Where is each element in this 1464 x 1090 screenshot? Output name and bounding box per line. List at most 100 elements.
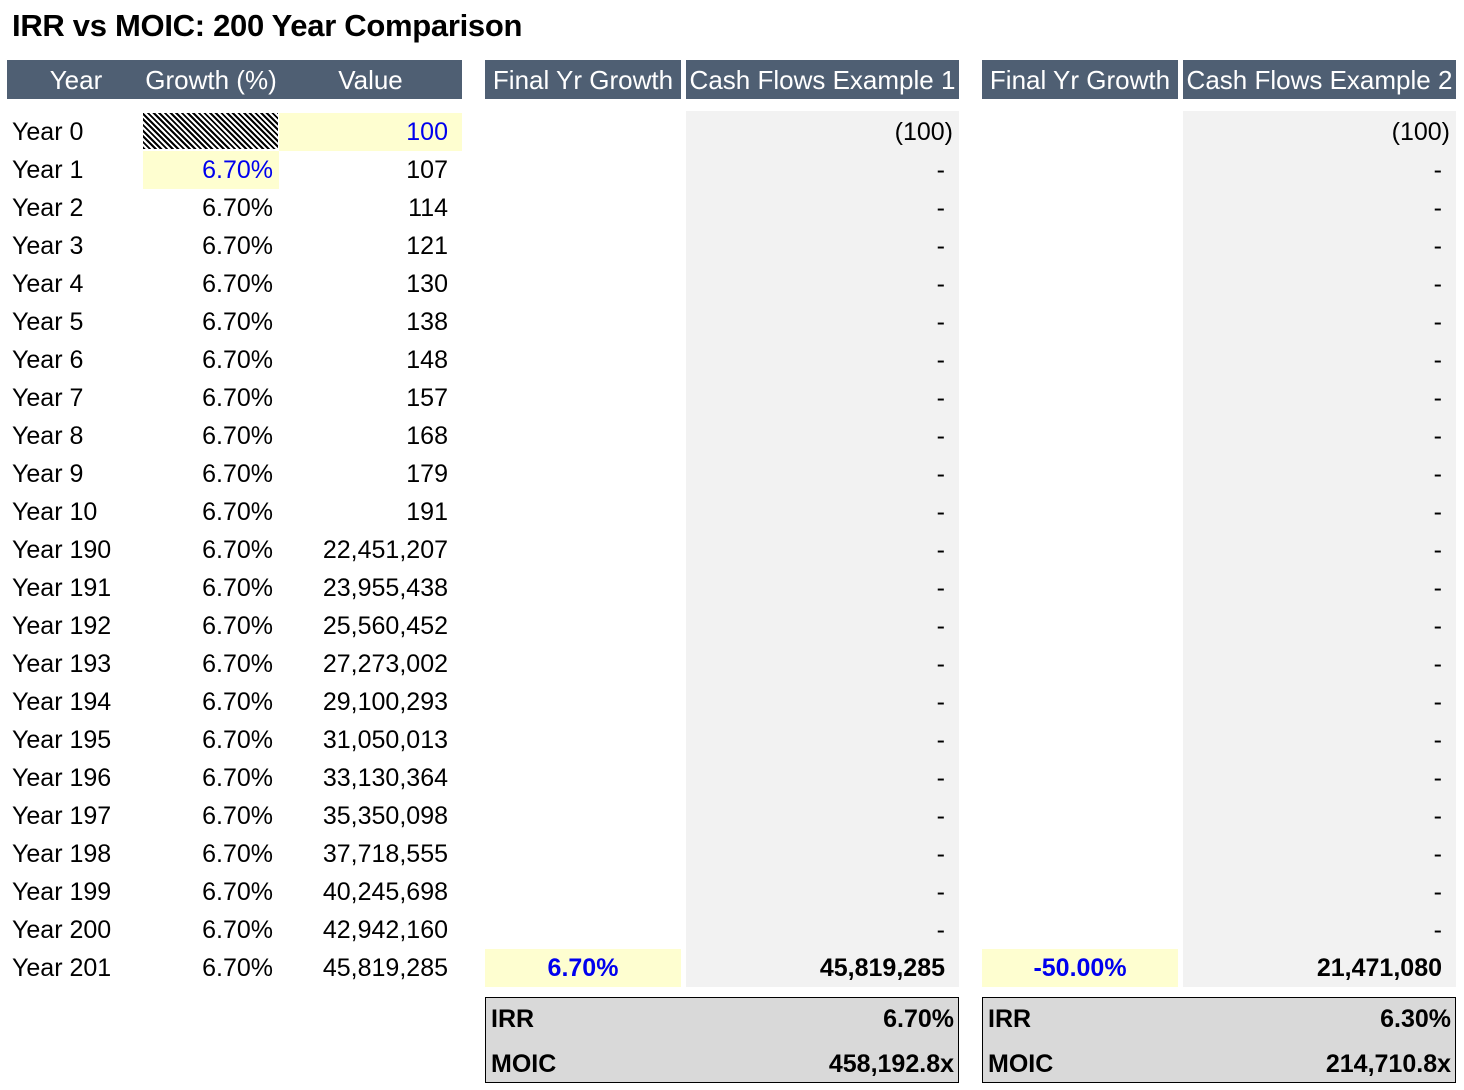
value-cell[interactable]: 148 bbox=[406, 346, 448, 374]
cash-flow-1-cell[interactable]: - bbox=[936, 840, 945, 868]
year-cell[interactable]: Year 196 bbox=[12, 764, 112, 792]
cash-flow-1-cell[interactable]: - bbox=[936, 270, 945, 298]
value-cell[interactable]: 114 bbox=[408, 194, 448, 222]
cash-flow-1-cell[interactable]: - bbox=[936, 384, 945, 412]
growth-cell[interactable]: 6.70% bbox=[143, 151, 279, 189]
col-header-year[interactable]: Year bbox=[49, 65, 103, 95]
cash-flow-1-cell[interactable]: - bbox=[936, 308, 945, 336]
cash-flow-1-cell[interactable]: - bbox=[936, 726, 945, 754]
growth-cell[interactable]: 6.70% bbox=[202, 574, 273, 602]
value-cell[interactable]: 191 bbox=[406, 498, 448, 526]
cash-flow-2-cell[interactable]: - bbox=[1433, 650, 1442, 678]
growth-cell[interactable]: 6.70% bbox=[202, 726, 273, 754]
growth-cell[interactable]: 6.70% bbox=[202, 536, 273, 564]
year-cell[interactable]: Year 5 bbox=[12, 308, 84, 336]
value-cell[interactable]: 42,942,160 bbox=[322, 916, 448, 944]
cash-flow-1-cell[interactable]: - bbox=[936, 574, 945, 602]
growth-cell[interactable]: 6.70% bbox=[202, 270, 273, 298]
cash-flow-2-cell[interactable]: 21,471,080 bbox=[1316, 954, 1442, 982]
value-cell[interactable]: 168 bbox=[406, 422, 448, 450]
col-header-growth[interactable]: Growth (%) bbox=[145, 65, 277, 95]
cash-flow-1-cell[interactable]: - bbox=[936, 156, 945, 184]
irr-value[interactable]: 6.70% bbox=[883, 1005, 954, 1033]
cash-flow-2-cell[interactable]: - bbox=[1433, 156, 1442, 184]
value-cell[interactable]: 40,245,698 bbox=[322, 878, 448, 906]
year-cell[interactable]: Year 197 bbox=[12, 802, 112, 830]
cash-flow-2-cell[interactable]: - bbox=[1433, 346, 1442, 374]
year-cell[interactable]: Year 4 bbox=[12, 270, 84, 298]
value-cell[interactable]: 33,130,364 bbox=[322, 764, 448, 792]
col-header-cash-flows-2[interactable]: Cash Flows Example 2 bbox=[1183, 60, 1456, 99]
cash-flow-2-cell[interactable]: - bbox=[1433, 612, 1442, 640]
cash-flow-1-cell[interactable]: - bbox=[936, 460, 945, 488]
cash-flow-2-cell[interactable]: - bbox=[1433, 384, 1442, 412]
growth-cell[interactable]: 6.70% bbox=[202, 802, 273, 830]
year-cell[interactable]: Year 192 bbox=[12, 612, 112, 640]
year-cell[interactable]: Year 7 bbox=[12, 384, 84, 412]
year-cell[interactable]: Year 194 bbox=[12, 688, 112, 716]
value-cell[interactable]: 100 bbox=[279, 113, 462, 151]
cash-flow-2-cell[interactable]: - bbox=[1433, 916, 1442, 944]
cash-flow-2-cell[interactable]: - bbox=[1433, 422, 1442, 450]
year-cell[interactable]: Year 191 bbox=[12, 574, 112, 602]
year-cell[interactable]: Year 195 bbox=[12, 726, 112, 754]
cash-flow-2-cell[interactable]: - bbox=[1433, 764, 1442, 792]
year-cell[interactable]: Year 199 bbox=[12, 878, 112, 906]
cash-flow-2-cell[interactable]: - bbox=[1433, 688, 1442, 716]
cash-flow-1-cell[interactable]: - bbox=[936, 764, 945, 792]
cash-flow-1-cell[interactable]: - bbox=[936, 916, 945, 944]
moic-value[interactable]: 458,192.8x bbox=[828, 1050, 954, 1078]
growth-cell[interactable]: 6.70% bbox=[202, 878, 273, 906]
cash-flow-1-cell[interactable]: - bbox=[936, 802, 945, 830]
cash-flow-1-cell[interactable]: - bbox=[936, 346, 945, 374]
cash-flow-1-cell[interactable]: - bbox=[936, 536, 945, 564]
cash-flow-1-cell[interactable]: - bbox=[936, 650, 945, 678]
year-cell[interactable]: Year 190 bbox=[12, 536, 112, 564]
cash-flow-1-cell[interactable]: - bbox=[936, 612, 945, 640]
growth-cell[interactable]: 6.70% bbox=[202, 194, 273, 222]
cash-flow-2-cell[interactable]: (100) bbox=[1391, 118, 1450, 146]
year-cell[interactable]: Year 201 bbox=[12, 954, 112, 982]
value-cell[interactable]: 23,955,438 bbox=[322, 574, 448, 602]
cash-flow-2-cell[interactable]: - bbox=[1433, 460, 1442, 488]
value-cell[interactable]: 45,819,285 bbox=[322, 954, 448, 982]
year-cell[interactable]: Year 198 bbox=[12, 840, 112, 868]
year-cell[interactable]: Year 193 bbox=[12, 650, 112, 678]
growth-cell[interactable]: 6.70% bbox=[202, 308, 273, 336]
value-cell[interactable]: 121 bbox=[406, 232, 448, 260]
growth-cell[interactable]: 6.70% bbox=[202, 346, 273, 374]
cash-flow-2-cell[interactable]: - bbox=[1433, 726, 1442, 754]
cash-flow-1-cell[interactable]: - bbox=[936, 878, 945, 906]
growth-cell[interactable]: 6.70% bbox=[202, 612, 273, 640]
value-cell[interactable]: 179 bbox=[406, 460, 448, 488]
year-cell[interactable]: Year 0 bbox=[12, 118, 84, 146]
value-cell[interactable]: 37,718,555 bbox=[322, 840, 448, 868]
cash-flow-1-cell[interactable]: (100) bbox=[894, 118, 953, 146]
cash-flow-1-cell[interactable]: - bbox=[936, 498, 945, 526]
value-cell[interactable]: 27,273,002 bbox=[322, 650, 448, 678]
year-cell[interactable]: Year 2 bbox=[12, 194, 84, 222]
year-cell[interactable]: Year 8 bbox=[12, 422, 84, 450]
cash-flow-2-cell[interactable]: - bbox=[1433, 498, 1442, 526]
value-cell[interactable]: 138 bbox=[406, 308, 448, 336]
growth-cell[interactable]: 6.70% bbox=[202, 840, 273, 868]
growth-cell[interactable]: 6.70% bbox=[202, 650, 273, 678]
year-cell[interactable]: Year 9 bbox=[12, 460, 84, 488]
value-cell[interactable]: 107 bbox=[406, 156, 448, 184]
value-cell[interactable]: 157 bbox=[406, 384, 448, 412]
value-cell[interactable]: 25,560,452 bbox=[322, 612, 448, 640]
cash-flow-1-cell[interactable]: - bbox=[936, 194, 945, 222]
year-cell[interactable]: Year 10 bbox=[12, 498, 98, 526]
cash-flow-1-cell[interactable]: - bbox=[936, 422, 945, 450]
moic-value[interactable]: 214,710.8x bbox=[1325, 1050, 1451, 1078]
growth-cell[interactable]: 6.70% bbox=[202, 460, 273, 488]
final-growth-1-cell[interactable]: 6.70% bbox=[485, 949, 681, 987]
cash-flow-2-cell[interactable]: - bbox=[1433, 840, 1442, 868]
growth-cell[interactable]: 6.70% bbox=[202, 498, 273, 526]
irr-value[interactable]: 6.30% bbox=[1380, 1005, 1451, 1033]
value-cell[interactable]: 35,350,098 bbox=[322, 802, 448, 830]
cash-flow-2-cell[interactable]: - bbox=[1433, 574, 1442, 602]
cash-flow-2-cell[interactable]: - bbox=[1433, 802, 1442, 830]
col-header-cash-flows-1[interactable]: Cash Flows Example 1 bbox=[686, 60, 959, 99]
cash-flow-1-cell[interactable]: - bbox=[936, 232, 945, 260]
